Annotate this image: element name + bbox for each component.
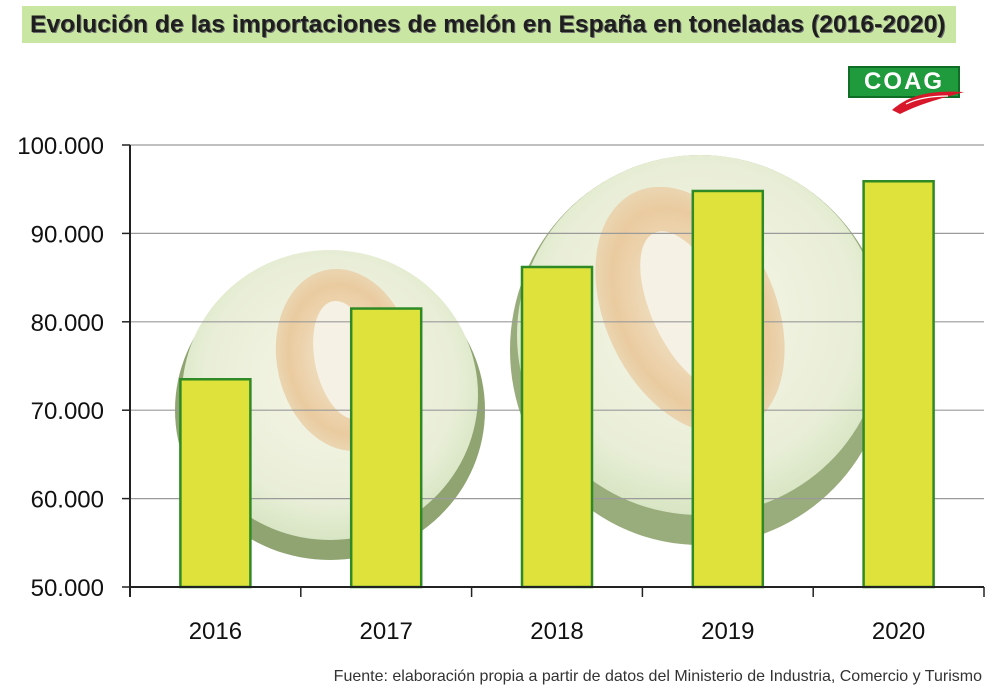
bar-2018 [520, 265, 594, 589]
y-tick-label: 70.000 [31, 398, 104, 425]
x-tick-label: 2020 [872, 618, 925, 645]
bar-2019 [691, 189, 765, 589]
y-tick-label: 100.000 [17, 133, 104, 160]
chart-title: Evolución de las importaciones de melón … [22, 6, 956, 43]
x-tick-label: 2018 [530, 618, 583, 645]
bar-2020 [862, 179, 935, 589]
y-tick-label: 50.000 [31, 575, 104, 602]
x-tick-label: 2019 [701, 618, 754, 645]
x-tick-label: 2016 [189, 618, 242, 645]
y-tick-label: 60.000 [31, 487, 104, 514]
y-tick-label: 90.000 [31, 221, 104, 248]
bar-2017 [349, 307, 423, 589]
coag-logo: COAG [848, 66, 968, 118]
bar-2016 [179, 378, 252, 589]
y-tick-label: 80.000 [31, 310, 104, 337]
source-footnote: Fuente: elaboración propia a partir de d… [333, 668, 982, 685]
x-tick-label: 2017 [360, 618, 413, 645]
logo-swoosh-icon [892, 91, 964, 114]
